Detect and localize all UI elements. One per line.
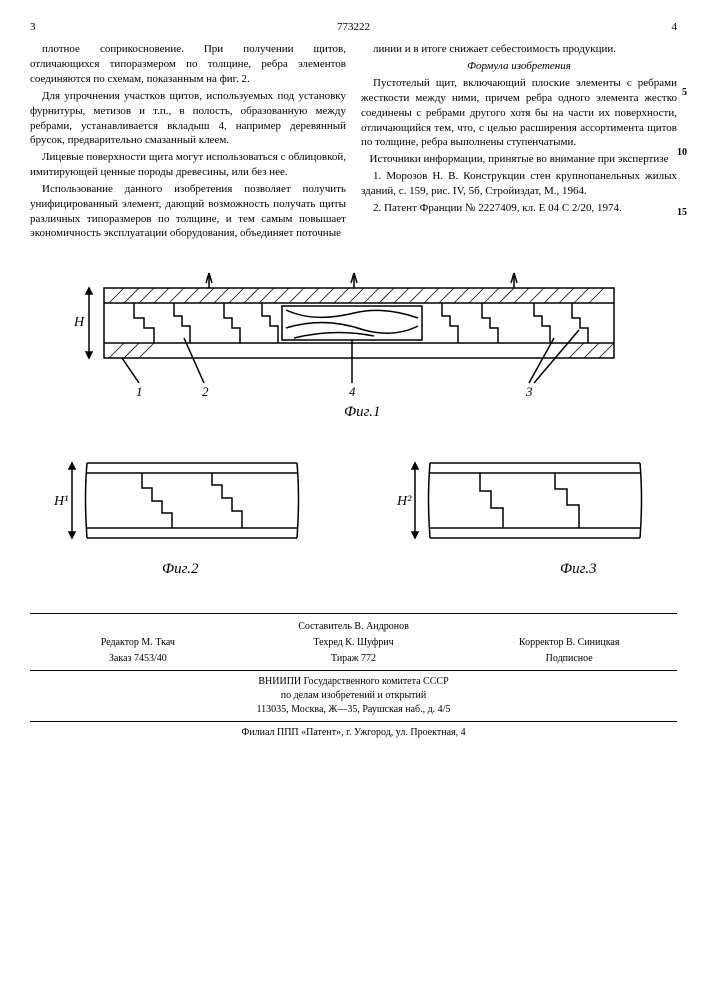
- figure-2: H¹ Фиг.2: [52, 443, 312, 583]
- figure-1: H 1 2 4 3 Фиг.1: [64, 268, 644, 418]
- figure-3: H² Фиг.3: [395, 443, 655, 583]
- fig1-label: Фиг.1: [344, 404, 380, 418]
- techred: Техред К. Шуфрич: [246, 636, 462, 650]
- figures-block: H 1 2 4 3 Фиг.1 H¹ Фиг.2 H² Фиг.3: [30, 268, 677, 583]
- line-number: 5: [682, 86, 687, 100]
- ref: 2. Патент Франции № 2227409, кл. E 04 C …: [361, 201, 677, 216]
- dim-H2: H²: [396, 494, 412, 509]
- para: Лицевые поверхности щита могут использов…: [30, 150, 346, 180]
- patent-number: 773222: [36, 20, 672, 34]
- callout-2: 2: [202, 384, 209, 399]
- page-header: 3 773222 4: [30, 20, 677, 34]
- fig3-label: Фиг.3: [560, 561, 596, 577]
- subscr: Подписное: [461, 652, 677, 666]
- editor: Редактор М. Ткач: [30, 636, 246, 650]
- line-number: 15: [677, 206, 687, 220]
- para: Пустотелый щит, включающий плоские элеме…: [361, 76, 677, 150]
- branch: Филиал ППП «Патент», г. Ужгород, ул. Про…: [30, 726, 677, 740]
- dim-H1: H¹: [53, 494, 68, 509]
- para: Для упрочнения участков щитов, используе…: [30, 89, 346, 148]
- fig2-label: Фиг.2: [162, 561, 199, 577]
- addr1: 113035, Москва, Ж—35, Раушская наб., д. …: [30, 703, 677, 717]
- left-column: плотное соприкосновение. При получении щ…: [30, 42, 346, 243]
- org1: ВНИИПИ Государственного комитета СССР: [30, 675, 677, 689]
- text-columns: плотное соприкосновение. При получении щ…: [30, 42, 677, 243]
- para: Использование данного изобретения позвол…: [30, 182, 346, 241]
- corrector: Корректор В. Синицкая: [461, 636, 677, 650]
- callout-3: 3: [525, 384, 533, 399]
- formula-title: Формула изобретения: [361, 59, 677, 74]
- org2: по делам изобретений и открытий: [30, 689, 677, 703]
- sources-title: Источники информации, принятые во вниман…: [361, 152, 677, 167]
- dim-H: H: [73, 315, 85, 330]
- compiler: Составитель В. Андронов: [30, 620, 677, 634]
- callout-4: 4: [349, 384, 356, 399]
- callout-1: 1: [136, 384, 143, 399]
- para: линии и в итоге снижает себестоимость пр…: [361, 42, 677, 57]
- para: плотное соприкосновение. При получении щ…: [30, 42, 346, 87]
- tirazh: Тираж 772: [246, 652, 462, 666]
- page-num-right: 4: [672, 20, 678, 34]
- right-column: 5 10 15 линии и в итоге снижает себестои…: [361, 42, 677, 243]
- line-number: 10: [677, 146, 687, 160]
- ref: 1. Морозов Н. В. Конструкции стен крупно…: [361, 169, 677, 199]
- credits-block: Составитель В. Андронов Редактор М. Ткач…: [30, 613, 677, 740]
- order: Заказ 7453/40: [30, 652, 246, 666]
